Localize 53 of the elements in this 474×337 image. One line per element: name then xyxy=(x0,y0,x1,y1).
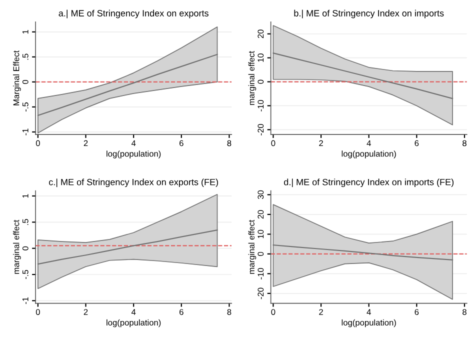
y-tick-label: -20 xyxy=(258,124,264,136)
y-tick-label: 0 xyxy=(22,80,28,84)
y-axis-title: marginal effect xyxy=(13,220,21,274)
x-axis-title: log(population) xyxy=(106,319,161,328)
y-tick-label: 20 xyxy=(258,30,264,38)
y-axis-title: marginal effect xyxy=(248,50,256,105)
x-axis-title: log(population) xyxy=(342,319,396,328)
y-tick-label: -.5 xyxy=(22,102,28,112)
y-tick-label: -10 xyxy=(258,268,264,280)
y-tick-label: 0 xyxy=(258,80,264,84)
x-tick-label: 0 xyxy=(271,309,276,315)
x-tick-label: 2 xyxy=(84,309,88,315)
y-tick-label: -.5 xyxy=(22,270,28,279)
y-tick-label: -1 xyxy=(22,297,28,304)
x-tick-label: 8 xyxy=(227,140,232,146)
y-tick-label: 0 xyxy=(258,252,264,256)
y-tick-label: -10 xyxy=(258,100,264,112)
y-tick-label: -20 xyxy=(258,288,264,300)
y-tick-label: 0 xyxy=(22,246,28,250)
x-tick-label: 0 xyxy=(271,140,276,146)
x-tick-label: 0 xyxy=(36,309,40,315)
chart-title: b.| ME of Stringency Index on imports xyxy=(294,10,444,18)
y-tick-label: .5 xyxy=(22,54,28,60)
chart-title: a.| ME of Stringency Index on exports xyxy=(58,10,208,18)
x-tick-label: 6 xyxy=(180,309,184,315)
y-axis-title: Marginal Effect xyxy=(13,50,21,106)
x-tick-label: 8 xyxy=(462,309,466,315)
chart-title: c.| ME of Stringency Index on exports (FE) xyxy=(49,178,218,188)
x-tick-label: 4 xyxy=(366,140,371,146)
x-tick-label: 8 xyxy=(227,309,232,315)
y-tick-label: 10 xyxy=(258,230,264,238)
x-tick-label: 2 xyxy=(319,309,323,315)
y-tick-label: 20 xyxy=(258,210,264,219)
y-tick-label: 1 xyxy=(22,30,28,34)
y-axis-title: marginal effect xyxy=(248,220,256,274)
x-axis-title: log(population) xyxy=(342,150,396,158)
x-tick-label: 2 xyxy=(319,140,323,146)
x-axis-title: log(population) xyxy=(106,150,161,158)
y-tick-label: .5 xyxy=(22,219,28,225)
y-tick-label: 1 xyxy=(22,194,28,198)
x-tick-label: 4 xyxy=(366,309,371,315)
x-tick-label: 8 xyxy=(462,140,466,146)
chart-title: d.| ME of Stringency Index on imports (FE) xyxy=(284,178,454,188)
x-tick-label: 6 xyxy=(180,140,184,146)
x-tick-label: 6 xyxy=(414,140,419,146)
x-tick-label: 6 xyxy=(414,309,419,315)
y-tick-label: -1 xyxy=(22,128,28,136)
x-tick-label: 0 xyxy=(36,140,40,146)
y-tick-label: 30 xyxy=(258,190,264,200)
x-tick-label: 2 xyxy=(84,140,88,146)
y-tick-label: 10 xyxy=(258,54,264,62)
x-tick-label: 4 xyxy=(131,309,136,315)
x-tick-label: 4 xyxy=(131,140,136,146)
